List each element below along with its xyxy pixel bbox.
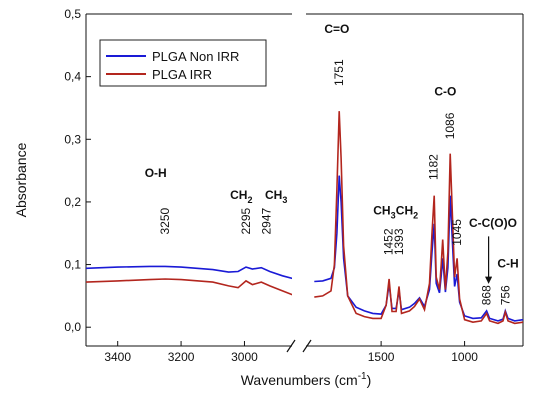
annotation-co-group: C=O	[324, 22, 349, 36]
annotation-ch2-group-left: CH2	[230, 188, 252, 205]
annotation-oh-wn: 3250	[158, 207, 172, 234]
annotation-ch3-group-left-base: CH	[265, 188, 282, 202]
annotation-ch2-group-right-sub: 2	[413, 210, 418, 220]
annotation-ch3-wn-right: 1452	[382, 228, 396, 255]
x-axis-title-sup: -1	[358, 371, 367, 382]
plot-frame	[85, 13, 524, 347]
annotation-ch3-group-right-sub: 3	[391, 210, 396, 220]
series-lines	[86, 111, 523, 325]
series-plga-irr-left	[86, 278, 292, 296]
annotation-c-o-wn-1182: 1182	[427, 154, 441, 180]
annotation-c-o-wn-1045: 1045	[450, 219, 464, 246]
legend-label-non-irr: PLGA Non IRR	[152, 49, 239, 64]
x-tick-label-3200: 3200	[168, 350, 195, 364]
y-tick-label-2: 0,2	[64, 195, 81, 209]
annotation-ch3-group-left: CH3	[265, 188, 287, 205]
y-axis-ticks: 0,0 0,1 0,2 0,3 0,4 0,5	[64, 7, 91, 334]
annotation-ch3-group-right: CH3	[373, 203, 395, 220]
axis-break-mark-1	[286, 339, 296, 353]
annotation-ch2-group-left-sub: 2	[247, 195, 252, 205]
annotation-ch2-group-right-base: CH	[396, 203, 413, 217]
annotation-ch2-wn-right: 1393	[392, 228, 406, 255]
y-tick-label-0: 0,0	[64, 320, 81, 334]
x-tick-label-1500: 1500	[368, 350, 395, 364]
x-axis-title-close: )	[367, 372, 372, 388]
legend-label-irr: PLGA IRR	[152, 67, 212, 82]
axis-break	[286, 339, 312, 353]
y-tick-label-4: 0,4	[64, 70, 81, 84]
y-tick-label-5: 0,5	[64, 7, 81, 21]
x-tick-label-3400: 3400	[104, 350, 131, 364]
annotation-ch-group: C-H	[497, 257, 518, 271]
x-axis-title: Wavenumbers (cm-1)	[241, 371, 372, 388]
annotation-ch2-group-left-base: CH	[230, 188, 247, 202]
annotation-ch3-group-right-base: CH	[373, 203, 390, 217]
y-axis-title: Absorbance	[13, 142, 29, 217]
x-tick-label-1000: 1000	[451, 350, 478, 364]
series-plga-non-irr-left	[86, 265, 292, 280]
annotation-ch2-wn-left: 2295	[239, 207, 253, 234]
annotation-oh-group: O-H	[145, 166, 167, 180]
annotation-c-o-wn-1086: 1086	[443, 112, 457, 139]
x-axis-title-main: Wavenumbers (cm	[241, 372, 358, 388]
annotation-ch3-group-left-sub: 3	[282, 195, 287, 205]
annotation-co-wn: 1751	[332, 59, 346, 86]
annotation-ccoo-wn: 868	[480, 285, 494, 305]
series-plga-irr-right	[314, 111, 523, 325]
x-axis-ticks: 3400 3200 3000 1500 1000	[104, 341, 478, 364]
y-tick-label-3: 0,3	[64, 132, 81, 146]
annotation-ccoo-group: C-C(O)O	[469, 216, 517, 230]
axis-break-mark-2	[302, 339, 312, 353]
annotation-ch-wn: 756	[498, 285, 512, 305]
legend: PLGA Non IRR PLGA IRR	[99, 39, 267, 87]
legend-box	[99, 39, 267, 87]
annotation-c-o-group: C-O	[434, 84, 456, 98]
annotation-ch3-wn-left: 2947	[260, 207, 274, 234]
x-tick-label-3000: 3000	[231, 350, 258, 364]
annotation-ch2-group-right: CH2	[396, 203, 418, 220]
y-tick-label-1: 0,1	[64, 258, 81, 272]
